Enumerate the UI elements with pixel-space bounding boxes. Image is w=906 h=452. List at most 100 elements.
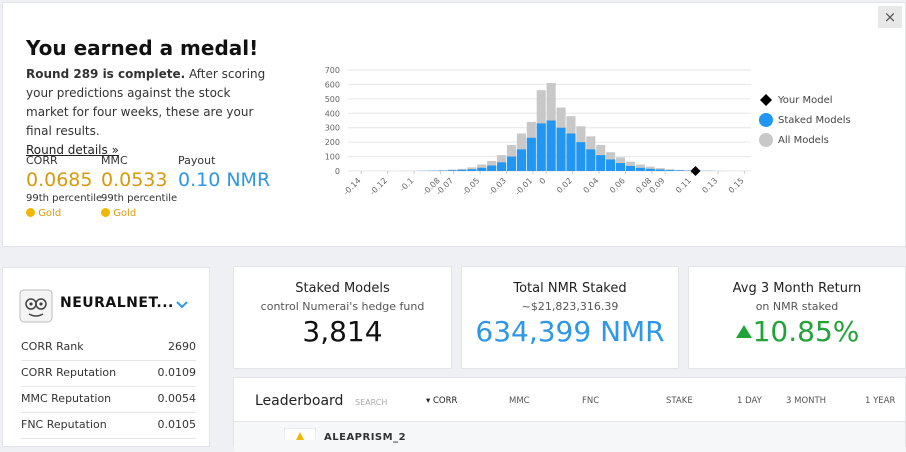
- metric-label: CORR: [26, 154, 58, 167]
- stat-value: 0.0054: [158, 392, 197, 405]
- badge-text: Gold: [113, 208, 136, 219]
- card-title: Total NMR Staked: [462, 281, 678, 296]
- stat-label: FNC Reputation: [21, 418, 107, 431]
- histogram-bar: [675, 170, 684, 171]
- histogram-bar: [457, 170, 466, 171]
- leaderboard-card: Leaderboard SEARCH ▾ CORR MMC FNC STAKE …: [233, 377, 906, 447]
- x-tick-label: 0: [538, 176, 548, 186]
- legend-label: Your Model: [777, 95, 833, 106]
- histogram-bar: [497, 162, 506, 171]
- card-title: Avg 3 Month Return: [689, 281, 905, 296]
- histogram-bar: [596, 155, 605, 171]
- dropdown-chevron[interactable]: [175, 300, 189, 310]
- stat-label: MMC Reputation: [21, 392, 111, 405]
- y-tick-label: 400: [325, 109, 340, 118]
- stat-row: FNC Reputation 0.0105: [21, 412, 196, 439]
- x-tick-label: -0.14: [342, 176, 363, 197]
- histogram-bar: [527, 138, 536, 171]
- metric-value: 0.0685: [26, 169, 92, 191]
- histogram-bar: [566, 133, 575, 171]
- stat-card: Staked Models control Numerai's hedge fu…: [233, 266, 452, 369]
- histogram-bar: [616, 163, 625, 171]
- round-text: Round 289 is complete.: [26, 67, 185, 81]
- stat-value: 0.0105: [158, 418, 197, 431]
- medal-title: You earned a medal!: [26, 36, 258, 60]
- stat-label: CORR Rank: [21, 340, 84, 353]
- leaderboard-row[interactable]: ALEAPRISM_2: [234, 421, 905, 452]
- metric-label: Payout: [178, 154, 215, 167]
- x-tick-label: -0.05: [461, 176, 482, 197]
- x-tick-label: -0.03: [487, 176, 508, 197]
- up-arrow: [735, 323, 753, 339]
- histogram-bar: [606, 159, 615, 171]
- y-tick-label: 200: [325, 138, 340, 147]
- histogram-bar: [666, 170, 675, 171]
- histogram-bar: [507, 157, 516, 171]
- stat-row: MMC Reputation 0.0054: [21, 386, 196, 413]
- card-subtitle: control Numerai's hedge fund: [234, 300, 451, 313]
- histogram-bar: [547, 121, 556, 172]
- x-tick-label: 0.13: [700, 176, 719, 195]
- card-value-row: 10.85%: [689, 315, 905, 348]
- column-header[interactable]: MMC: [509, 396, 530, 406]
- leaderboard-title: Leaderboard: [255, 393, 343, 409]
- metric-value: 0.0533: [101, 169, 167, 191]
- metric-value: 0.10 NMR: [178, 169, 270, 191]
- legend-marker: [759, 133, 773, 147]
- medal-badge: Gold: [101, 208, 136, 219]
- model-name[interactable]: ALEAPRISM_2: [324, 432, 406, 443]
- y-tick-label: 0: [335, 167, 340, 176]
- x-tick-label: 0.02: [555, 176, 574, 195]
- badge-text: Gold: [38, 208, 61, 219]
- y-tick-label: 100: [325, 153, 340, 162]
- column-label: CORR: [433, 396, 457, 406]
- card-value: 634,399 NMR: [462, 315, 678, 348]
- stat-card: Total NMR Staked ~$21,823,316.39 634,399…: [461, 266, 679, 369]
- card-value: 3,814: [234, 315, 451, 348]
- your-model-marker: [691, 166, 701, 176]
- stat-label: CORR Reputation: [21, 366, 116, 379]
- x-tick-label: -0.1: [398, 176, 415, 193]
- avatar: [19, 289, 53, 323]
- column-header[interactable]: ▾ CORR: [426, 396, 457, 406]
- close-button[interactable]: ×: [878, 6, 902, 28]
- stat-card: Avg 3 Month Return on NMR staked 10.85%: [688, 266, 906, 369]
- column-header[interactable]: FNC: [582, 396, 599, 406]
- stat-row: CORR Reputation 0.0109: [21, 360, 196, 387]
- histogram-bar: [487, 166, 496, 171]
- x-tick-label: 0.04: [582, 176, 601, 195]
- y-tick-label: 600: [325, 80, 340, 89]
- column-header[interactable]: STAKE: [666, 396, 693, 406]
- x-tick-label: -0.01: [513, 176, 534, 197]
- badge-icon: [101, 208, 110, 217]
- column-header[interactable]: 1 DAY: [737, 396, 762, 406]
- legend-marker: [760, 94, 772, 106]
- column-header[interactable]: 1 YEAR: [865, 396, 895, 406]
- histogram-bar: [656, 170, 665, 171]
- stat-value: 0.0109: [158, 366, 197, 379]
- histogram-bar: [537, 123, 546, 171]
- search-input[interactable]: SEARCH: [355, 398, 387, 407]
- badge-icon: [26, 208, 35, 217]
- x-tick-label: -0.12: [368, 176, 389, 197]
- page: × You earned a medal! Round 289 is compl…: [0, 0, 906, 439]
- histogram-bar: [557, 128, 566, 171]
- x-tick-label: 0.15: [727, 176, 746, 195]
- model-name[interactable]: NEURALNET...: [60, 295, 174, 311]
- histogram-bar: [646, 169, 655, 171]
- card-value: 10.85%: [753, 315, 860, 348]
- y-tick-label: 300: [325, 124, 340, 133]
- legend-marker: [759, 113, 773, 127]
- column-header[interactable]: 3 MONTH: [786, 396, 826, 406]
- histogram-bar: [626, 166, 635, 171]
- histogram-bar: [517, 149, 526, 171]
- medal-text: Round 289 is complete. After scoring you…: [26, 65, 276, 160]
- x-tick-label: 0.11: [674, 176, 693, 195]
- y-tick-label: 700: [325, 66, 340, 75]
- x-tick-label: 0.09: [648, 176, 667, 195]
- metric-label: MMC: [101, 154, 128, 167]
- medal-icon: [284, 428, 316, 440]
- metric-percentile: 99th percentile: [26, 193, 102, 204]
- histogram-bar: [576, 142, 585, 171]
